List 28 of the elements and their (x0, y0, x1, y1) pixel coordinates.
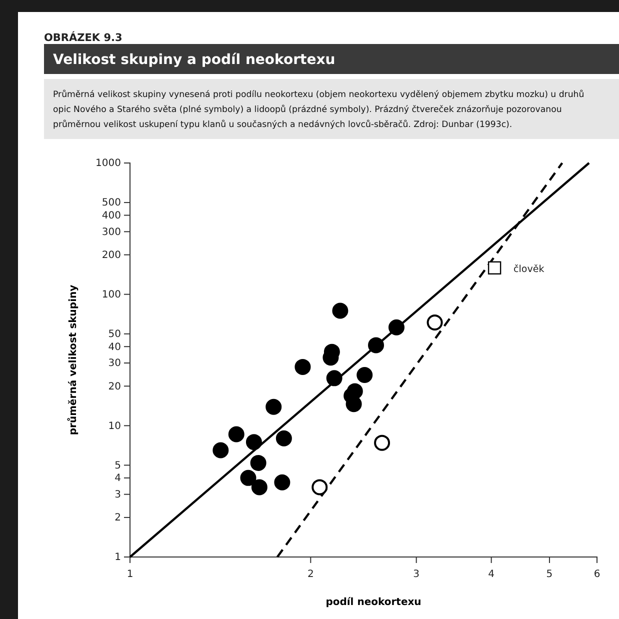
y-tick-label: 100 (102, 290, 121, 301)
y-tick-label: 40 (108, 342, 121, 353)
y-tick-label: 400 (102, 210, 121, 222)
y-tick-label: 1 (114, 552, 121, 564)
y-tick-label: 300 (102, 226, 121, 238)
x-tick-label: 4 (488, 569, 495, 580)
y-axis-title: průměrná velikost skupiny (67, 284, 79, 436)
y-tick-label: 5 (114, 460, 121, 472)
y-tick-label: 30 (108, 358, 121, 370)
x-tick-label: 2 (307, 569, 314, 580)
chart-subtitle: Průměrná velikost skupiny vynesená proti podílu neokortexu (objem neokortexu vydělený objemem zbytku mozku) u druhů opic Nového a Starého světa (plné symboly) a lidoopů (prázdné symboly). Prázdný čtvereček znázorňuje pozorovanou průměrnou velikost uskupení typu klanů u současných a nedávných lovců-sběračů. Zdroj: Dunbar (1993c). (53, 89, 584, 130)
text: OBRÁZEK 9.3 (44, 31, 122, 44)
y-tick-label: 20 (108, 381, 121, 392)
y-tick-label: 10 (108, 420, 121, 432)
y-tick-label: 4 (114, 473, 121, 484)
x-tick-label: 1 (126, 569, 134, 580)
x-tick-label: 3 (413, 569, 420, 580)
y-tick-label: 50 (108, 329, 121, 340)
y-tick-label: 3 (114, 490, 121, 501)
y-tick-label: 1000 (96, 158, 121, 170)
y-tick-label: 200 (102, 250, 121, 261)
y-tick-label: 500 (102, 198, 121, 209)
y-tick-label: 2 (114, 512, 121, 524)
x-axis-title: podíl neokortexu (326, 597, 422, 608)
x-tick-label: 5 (546, 569, 553, 580)
annotation: člověk (514, 264, 545, 275)
x-tick-label: 6 (594, 569, 600, 580)
chart-title: Velikost skupiny a podíl neokortexu (53, 52, 336, 68)
